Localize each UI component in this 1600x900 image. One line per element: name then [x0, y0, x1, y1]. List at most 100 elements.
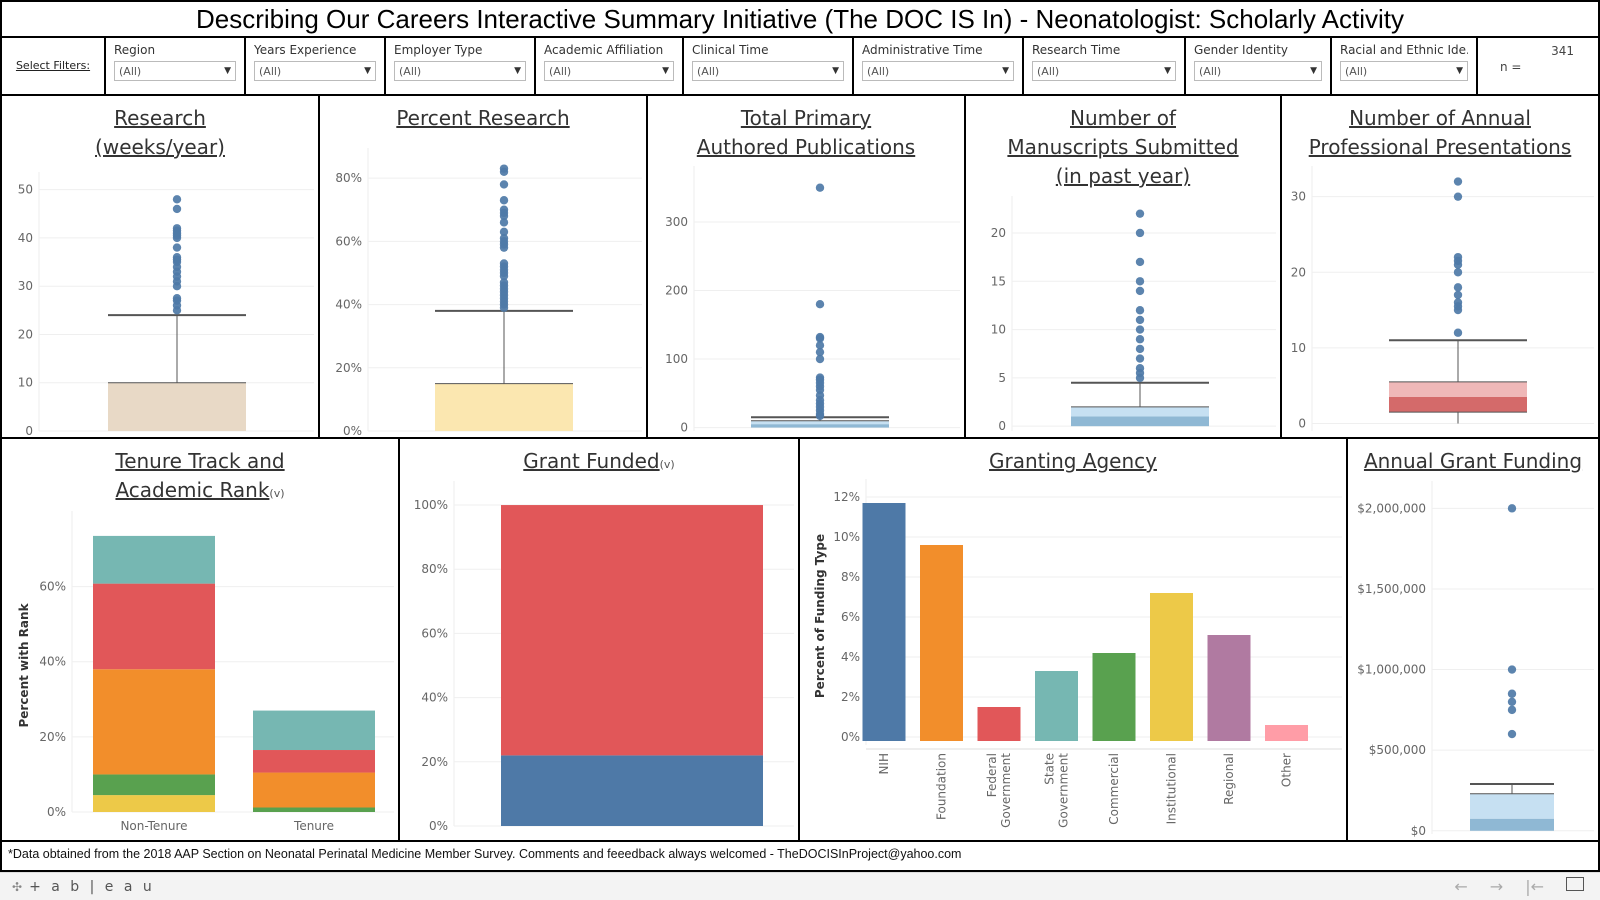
bar-segment: [253, 772, 375, 808]
y-tick-label: 0%: [343, 424, 362, 438]
panel-title-line: Annual Grant Funding: [1363, 449, 1583, 473]
outlier-point: [172, 195, 182, 204]
outlier-point: [1453, 290, 1463, 300]
filter-label: Clinical Time: [692, 43, 769, 57]
panel-title-line: Manuscripts Submitted: [1007, 135, 1239, 159]
panel-title: Tenure Track and Academic Rank(v): [2, 447, 398, 508]
box-upper: [435, 383, 573, 431]
undo-icon[interactable]: ←: [1454, 877, 1468, 896]
panel-tenure: Tenure Track and Academic Rank(v) 0% 20% 40%…: [0, 437, 400, 842]
filter-dropdown[interactable]: (All) ▼: [254, 61, 376, 81]
bar-nih: [862, 503, 906, 741]
box-lower: [751, 424, 889, 428]
x-tick-label: Institutional: [1165, 753, 1179, 824]
view-toggle-marker[interactable]: (v): [659, 458, 675, 471]
filter-label: Administrative Time: [862, 43, 983, 57]
x-tick-label: Tenure: [293, 819, 334, 833]
dropdown-arrow-icon: ▼: [514, 66, 521, 76]
panel-title: Number of Manuscripts Submitted (in past y…: [966, 104, 1280, 191]
bar-segment: [253, 807, 375, 812]
outlier-point: [172, 243, 182, 252]
y-tick-label: 60%: [335, 234, 362, 248]
fullscreen-icon[interactable]: [1566, 877, 1584, 891]
y-tick-label: 6%: [841, 610, 860, 624]
y-tick-label: 8%: [841, 570, 860, 584]
y-tick-label: $1,500,000: [1357, 582, 1426, 596]
bar-regional: [1207, 635, 1251, 741]
y-tick-label: 0: [25, 424, 33, 438]
panel-title: Total Primary Authored Publications: [648, 104, 964, 162]
redo-icon[interactable]: →: [1489, 877, 1504, 896]
y-tick-label: 40: [18, 231, 33, 245]
bar-federal-government: [977, 707, 1021, 741]
outlier-point: [1135, 306, 1145, 315]
filter-academic-affiliation: Academic Affiliation (All) ▼: [536, 36, 684, 94]
x-tick-label: Government: [1057, 753, 1071, 828]
filter-label: Region: [114, 43, 156, 57]
outlier-point: [1135, 286, 1145, 296]
y-tick-label: 60%: [421, 626, 448, 640]
outlier-point: [1507, 729, 1517, 739]
filter-dropdown[interactable]: (All) ▼: [114, 61, 236, 81]
view-toggle-marker[interactable]: (v): [269, 487, 285, 500]
outlier-point: [1135, 315, 1145, 325]
outlier-point: [1135, 257, 1145, 267]
y-tick-label: 10: [1291, 341, 1306, 355]
filter-dropdown[interactable]: (All) ▼: [692, 61, 844, 81]
panel-grant-funded: Grant Funded(v) 0% 20% 40% 60% 80% 100%: [398, 437, 800, 842]
outlier-point: [1453, 192, 1463, 201]
outlier-point: [499, 243, 509, 252]
filter-dropdown[interactable]: (All) ▼: [1340, 61, 1468, 81]
filter-dropdown[interactable]: (All) ▼: [394, 61, 526, 81]
dropdown-arrow-icon: ▼: [364, 66, 371, 76]
tableau-logo[interactable]: ✣ + a b | e a u: [12, 879, 155, 895]
y-tick-label: 12%: [833, 490, 860, 504]
dashboard-title: Describing Our Careers Interactive Summa…: [0, 0, 1600, 38]
panel-annual-funding: Annual Grant Funding $0 $500,000 $1,000,000…: [1346, 437, 1600, 842]
filter-value: (All): [1199, 64, 1222, 78]
x-tick-label: Foundation: [935, 753, 949, 820]
outlier-point: [172, 233, 182, 243]
y-tick-label: $0: [1411, 824, 1426, 838]
revert-icon[interactable]: |←: [1525, 877, 1544, 896]
y-tick-label: 5: [998, 371, 1006, 385]
dropdown-arrow-icon: ▼: [832, 66, 839, 76]
panel-title-line: (weeks/year): [95, 135, 225, 159]
y-tick-label: 0: [998, 419, 1006, 433]
filter-dropdown[interactable]: (All) ▼: [1194, 61, 1322, 81]
x-tick-label: NIH: [877, 753, 891, 775]
dropdown-arrow-icon: ▼: [224, 66, 231, 76]
outlier-point: [1507, 504, 1517, 513]
outlier-point: [815, 300, 825, 309]
outlier-point: [499, 167, 509, 177]
outlier-point: [1507, 705, 1517, 715]
bar-segment: [93, 795, 215, 812]
sample-size: n = 341: [1478, 36, 1598, 94]
bar-other: [1265, 725, 1308, 741]
outlier-point: [815, 341, 825, 350]
bar-institutional: [1150, 593, 1193, 741]
panel-title-line: Authored Publications: [696, 135, 916, 159]
outlier-point: [1135, 354, 1145, 363]
dropdown-arrow-icon: ▼: [1002, 66, 1009, 76]
bar-segment: [501, 755, 763, 826]
outlier-point: [1135, 373, 1145, 383]
filter-dropdown[interactable]: (All) ▼: [544, 61, 674, 81]
y-tick-label: 30: [18, 279, 33, 293]
outlier-point: [1453, 283, 1463, 292]
filter-value: (All): [399, 64, 422, 78]
box-upper: [1071, 406, 1209, 417]
panel-title-line: Number of: [1070, 106, 1176, 130]
filter-dropdown[interactable]: (All) ▼: [1032, 61, 1176, 81]
outlier-point: [499, 218, 509, 227]
y-tick-label: 2%: [841, 690, 860, 704]
filter-research-time: Research Time (All) ▼: [1024, 36, 1186, 94]
box-upper: [1470, 793, 1554, 819]
y-tick-label: 20: [991, 226, 1006, 240]
y-tick-label: 10: [18, 376, 33, 390]
dropdown-arrow-icon: ▼: [1456, 66, 1463, 76]
bar-segment: [253, 710, 375, 751]
outlier-point: [1507, 697, 1517, 707]
chart-publications: 0 100 200 300: [665, 166, 960, 435]
filter-dropdown[interactable]: (All) ▼: [862, 61, 1014, 81]
